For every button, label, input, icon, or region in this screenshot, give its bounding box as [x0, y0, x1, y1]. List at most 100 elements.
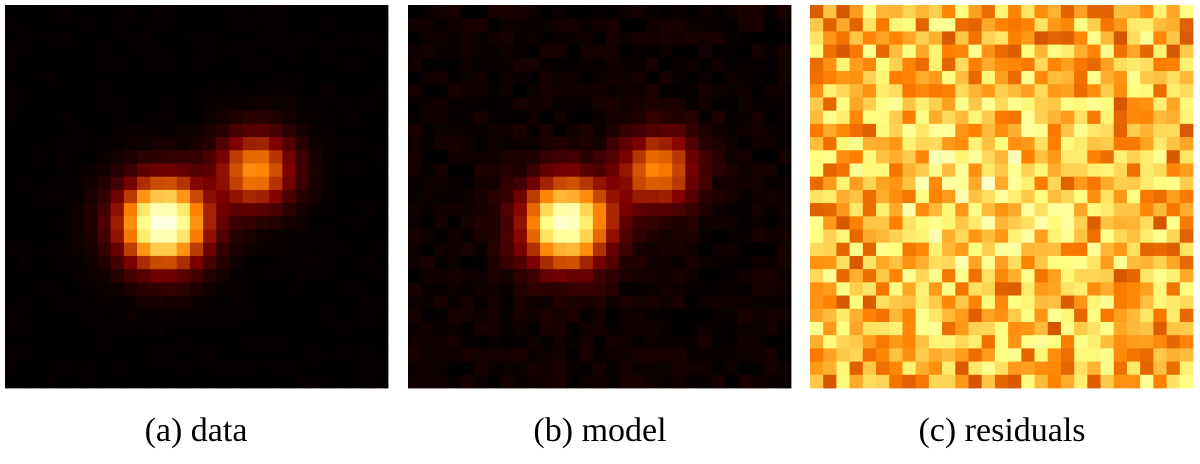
pixel [229, 335, 244, 349]
pixel [823, 229, 837, 244]
pixel [97, 57, 112, 72]
pixel [1008, 229, 1022, 244]
pixel [672, 348, 686, 362]
pixel [711, 229, 726, 244]
pixel [1008, 321, 1022, 336]
pixel [928, 150, 943, 164]
pixel [1034, 203, 1049, 217]
pixel [579, 361, 594, 376]
pixel [1179, 44, 1194, 59]
pixel [308, 269, 323, 283]
pixel [374, 269, 389, 283]
pixel [1074, 374, 1088, 389]
pixel [176, 137, 191, 151]
pixel [942, 229, 956, 244]
pixel [777, 137, 792, 151]
pixel [968, 269, 983, 283]
pixel [1087, 216, 1101, 230]
pixel [579, 308, 594, 323]
pixel [645, 150, 660, 164]
pixel [57, 84, 72, 98]
pixel [540, 31, 554, 46]
pixel [1100, 229, 1115, 244]
pixel [18, 44, 32, 59]
pixel [434, 163, 449, 178]
pixel [810, 216, 824, 230]
pixel [229, 321, 244, 336]
pixel [176, 269, 191, 283]
pixel [1126, 97, 1141, 112]
pixel [928, 123, 943, 138]
pixel [57, 5, 72, 19]
pixel [18, 189, 32, 204]
pixel [810, 84, 824, 98]
pixel [823, 163, 837, 178]
pixel [942, 321, 956, 336]
pixel [44, 71, 59, 85]
pixel [255, 255, 270, 270]
pixel [460, 31, 475, 46]
pixel [849, 5, 864, 19]
pixel [474, 374, 488, 389]
pixel [269, 84, 283, 98]
pixel [269, 308, 283, 323]
pixel [408, 361, 422, 376]
pixel [150, 97, 164, 112]
pixel [836, 123, 851, 138]
pixel [1140, 163, 1154, 178]
pixel [823, 255, 837, 270]
pixel [110, 255, 125, 270]
pixel [645, 163, 660, 178]
pixel [902, 229, 917, 244]
pixel [216, 57, 230, 72]
pixel [764, 269, 779, 283]
pixel [1034, 269, 1049, 283]
pixel [1074, 44, 1088, 59]
pixel [71, 176, 85, 191]
pixel [163, 163, 178, 178]
pixel [553, 295, 567, 310]
pixel [1140, 269, 1154, 283]
pixel [1153, 84, 1167, 98]
pixel [751, 216, 765, 230]
pixel [619, 84, 633, 98]
pixel [137, 374, 151, 389]
pixel [308, 189, 323, 204]
pixel [110, 44, 125, 59]
pixel [84, 57, 98, 72]
pixel [44, 242, 59, 257]
pixel [295, 176, 310, 191]
pixel [434, 348, 449, 362]
pixel [229, 295, 244, 310]
pixel [579, 71, 594, 85]
pixel [711, 374, 726, 389]
pixel [685, 97, 699, 112]
pixel [447, 31, 462, 46]
pixel [1087, 348, 1101, 362]
pixel [110, 189, 125, 204]
pixel [592, 255, 607, 270]
pixel [606, 308, 620, 323]
pixel [18, 321, 32, 336]
pixel [137, 18, 151, 32]
pixel [836, 321, 851, 336]
pixel [698, 242, 713, 257]
pixel [1153, 18, 1167, 32]
pixel [836, 71, 851, 85]
pixel [540, 189, 554, 204]
pixel [540, 57, 554, 72]
pixel [928, 31, 943, 46]
pixel [1047, 203, 1062, 217]
pixel [150, 57, 164, 72]
pixel [1074, 189, 1088, 204]
pixel [150, 361, 164, 376]
pixel [31, 150, 46, 164]
pixel [836, 31, 851, 46]
pixel [981, 163, 996, 178]
pixel [876, 216, 890, 230]
pixel [308, 216, 323, 230]
pixel [500, 321, 515, 336]
pixel [123, 71, 138, 85]
pixel [836, 269, 851, 283]
pixel [645, 97, 660, 112]
